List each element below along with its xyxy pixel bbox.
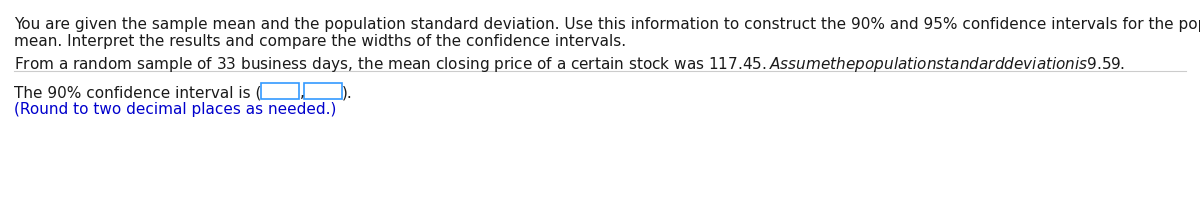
Text: mean. Interpret the results and compare the widths of the confidence intervals.: mean. Interpret the results and compare … [14,34,626,49]
Bar [262,83,299,99]
Text: ,: , [299,85,305,100]
Text: From a random sample of 33 business days, the mean closing price of a certain st: From a random sample of 33 business days… [14,55,1126,74]
Bar [305,83,342,99]
Text: The 90% confidence interval is (: The 90% confidence interval is ( [14,85,262,100]
Text: (Round to two decimal places as needed.): (Round to two decimal places as needed.) [14,102,336,117]
Text: You are given the sample mean and the population standard deviation. Use this in: You are given the sample mean and the po… [14,17,1200,32]
Text: ).: ). [342,85,353,100]
